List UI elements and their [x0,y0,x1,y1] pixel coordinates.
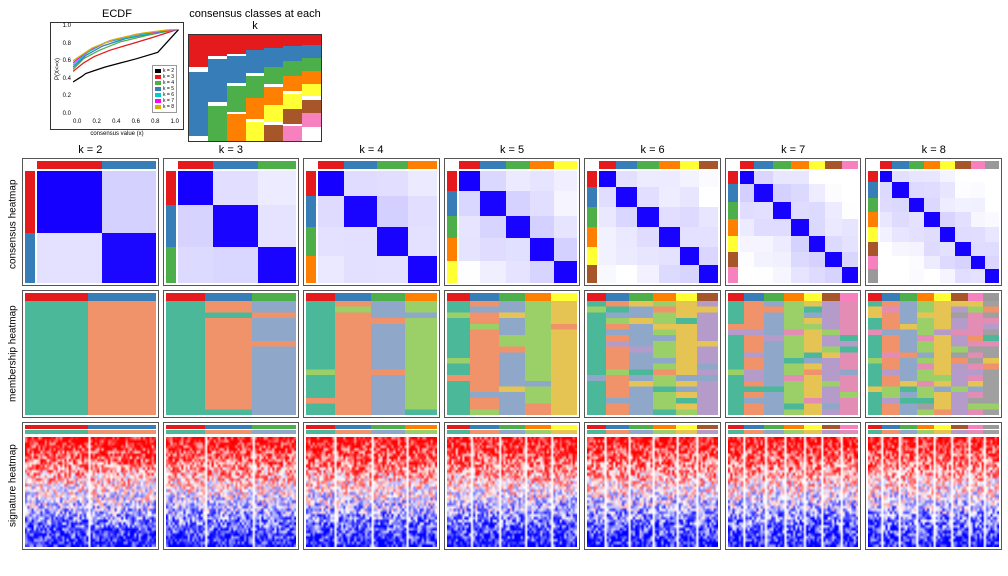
k-title-2: k = 2 [22,142,159,158]
k-column-5: k = 5 [444,142,581,552]
signature-heatmap-k5 [444,422,581,550]
signature-heatmap-k6 [584,422,721,550]
consensus-heatmap-k7 [725,158,862,286]
k-column-7: k = 7 [725,142,862,552]
row-label-consensus: consensus heatmap [4,160,22,288]
consensus-heatmap-k3 [163,158,300,286]
row-labels: consensus heatmap membership heatmap sig… [4,142,22,552]
ecdf-plot: P(X<=x) 1.00.80.60.40.20.0 0.00.20.40.60… [50,22,184,130]
signature-heatmap-k2 [22,422,159,550]
membership-heatmap-k7 [725,290,862,418]
consensus-classes-plot [188,34,322,142]
ecdf-legend: k = 2k = 3k = 4k = 5k = 6k = 7k = 8 [152,65,177,113]
k-title-4: k = 4 [303,142,440,158]
signature-heatmap-k3 [163,422,300,550]
consensus-heatmap-k2 [22,158,159,286]
membership-heatmap-k5 [444,290,581,418]
row-label-membership: membership heatmap [4,288,22,420]
k-title-8: k = 8 [865,142,1002,158]
membership-heatmap-k4 [303,290,440,418]
row-label-signature: signature heatmap [4,420,22,552]
membership-heatmap-k3 [163,290,300,418]
k-title-5: k = 5 [444,142,581,158]
membership-heatmap-k2 [22,290,159,418]
consensus-heatmap-k8 [865,158,1002,286]
k-column-2: k = 2 [22,142,159,552]
consensus-heatmap-k6 [584,158,721,286]
k-title-3: k = 3 [163,142,300,158]
consensus-heatmap-k5 [444,158,581,286]
signature-heatmap-k8 [865,422,1002,550]
k-column-6: k = 6 [584,142,721,552]
signature-heatmap-k7 [725,422,862,550]
membership-heatmap-k6 [584,290,721,418]
consensus-classes-title: consensus classes at each k [188,8,322,32]
k-title-6: k = 6 [584,142,721,158]
consensus-heatmap-k4 [303,158,440,286]
signature-heatmap-k4 [303,422,440,550]
k-title-7: k = 7 [725,142,862,158]
k-column-3: k = 3 [163,142,300,552]
ecdf-panel: ECDF P(X<=x) 1.00.80.60.40.20.0 0.00.20.… [50,8,184,142]
k-column-8: k = 8 [865,142,1002,552]
k-column-4: k = 4 [303,142,440,552]
k-columns: k = 2k = 3k = 4k = 5k = 6k = 7k = 8 [22,142,1008,552]
ecdf-title: ECDF [50,8,184,20]
membership-heatmap-k8 [865,290,1002,418]
consensus-classes-panel: consensus classes at each k [188,8,322,142]
ecdf-yticks: 1.00.80.60.40.20.0 [53,23,71,117]
